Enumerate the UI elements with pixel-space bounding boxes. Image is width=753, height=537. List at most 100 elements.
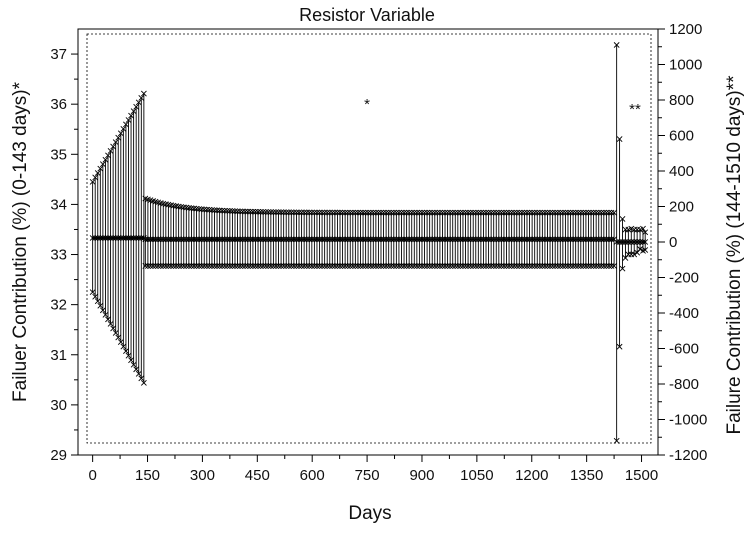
lower-marker: [160, 263, 167, 269]
upper-marker: [94, 170, 101, 176]
upper-marker: [554, 209, 561, 216]
upper-marker: [383, 209, 390, 216]
upper-marker: [102, 156, 109, 163]
lower-marker: [421, 263, 428, 269]
upper-marker: [565, 209, 571, 216]
upper-marker: [401, 209, 407, 216]
lower-marker: [234, 263, 241, 269]
y-left-tick-label: 29: [50, 447, 67, 464]
x-tick-label: 450: [245, 467, 270, 484]
upper-marker: [534, 209, 541, 216]
y-right-tick-label: -200: [669, 270, 699, 287]
lower-marker: [498, 263, 505, 269]
lower-marker: [316, 263, 323, 269]
lower-marker: [331, 263, 338, 269]
lower-marker: [360, 263, 366, 269]
lower-marker: [370, 263, 377, 269]
upper-marker: [380, 209, 387, 216]
lower-marker: [133, 366, 140, 373]
lower-marker: [344, 263, 351, 269]
upper-marker: [503, 209, 510, 216]
lower-marker: [97, 302, 104, 309]
upper-marker: [640, 225, 646, 232]
upper-marker: [549, 209, 556, 216]
lower-marker: [472, 263, 479, 269]
upper-marker: [390, 209, 397, 216]
lower-marker: [296, 263, 302, 269]
upper-marker: [133, 103, 140, 110]
lower-marker: [247, 263, 254, 269]
upper-marker: [421, 209, 428, 216]
lower-marker: [162, 263, 169, 269]
upper-marker: [273, 209, 279, 216]
upper-marker: [298, 209, 305, 216]
upper-marker: [465, 209, 472, 216]
upper-marker: [508, 209, 515, 216]
upper-marker: [342, 209, 349, 216]
y-left-tick-label: 32: [50, 297, 67, 314]
lower-marker: [115, 334, 122, 341]
lower-marker: [534, 263, 541, 269]
upper-marker: [337, 209, 343, 216]
lower-marker: [211, 263, 218, 269]
upper-marker: [567, 209, 574, 216]
upper-marker: [619, 216, 626, 222]
lower-marker: [449, 263, 456, 269]
lower-marker: [413, 263, 420, 269]
upper-marker: [480, 209, 487, 216]
lower-marker: [577, 263, 584, 269]
upper-marker: [203, 206, 210, 213]
upper-marker: [375, 209, 382, 216]
upper-marker: [531, 209, 538, 216]
upper-marker: [406, 209, 413, 216]
upper-marker: [221, 207, 228, 214]
lower-marker: [513, 263, 520, 269]
lower-marker: [444, 263, 451, 269]
upper-marker: [516, 209, 523, 216]
lower-marker: [485, 263, 492, 269]
lower-marker: [439, 263, 446, 269]
lower-marker: [123, 348, 129, 355]
lower-marker: [372, 263, 379, 269]
lower-marker: [306, 263, 313, 269]
lower-marker: [616, 343, 623, 350]
upper-marker: [105, 152, 111, 159]
x-tick-label: 600: [300, 467, 325, 484]
upper-marker: [559, 209, 566, 216]
upper-marker: [498, 209, 505, 216]
upper-marker: [324, 209, 331, 216]
x-tick-label: 1200: [515, 467, 548, 484]
lower-marker: [396, 263, 402, 269]
y-left-tick-label: 31: [50, 347, 67, 364]
lower-marker: [255, 263, 261, 269]
y-right-tick-label: 800: [669, 92, 694, 109]
lower-marker: [554, 263, 561, 269]
upper-marker: [308, 209, 315, 216]
upper-marker: [485, 209, 492, 216]
lower-marker: [144, 263, 151, 269]
lower-marker: [283, 263, 290, 269]
upper-marker: [452, 209, 459, 216]
lower-marker: [436, 263, 443, 269]
upper-marker: [107, 148, 114, 154]
upper-marker: [347, 209, 354, 216]
y-axis-left-title: Failuer Contribution (%) (0-143 days)*: [10, 81, 31, 402]
x-tick-label: 1500: [625, 467, 658, 484]
upper-marker: [616, 136, 623, 142]
lower-marker: [178, 263, 185, 269]
lower-marker: [157, 263, 164, 269]
lower-marker: [226, 263, 233, 269]
lower-marker: [337, 263, 343, 269]
upper-marker: [191, 205, 197, 212]
lower-marker: [619, 265, 626, 272]
upper-marker: [334, 209, 341, 216]
upper-marker: [454, 209, 461, 216]
lower-marker: [216, 263, 223, 269]
lower-marker: [460, 263, 466, 269]
lower-marker: [102, 311, 109, 318]
upper-marker: [575, 209, 582, 216]
lower-marker: [173, 263, 179, 269]
lower-marker: [280, 263, 287, 269]
lower-marker: [321, 263, 328, 269]
lower-marker: [260, 263, 267, 269]
